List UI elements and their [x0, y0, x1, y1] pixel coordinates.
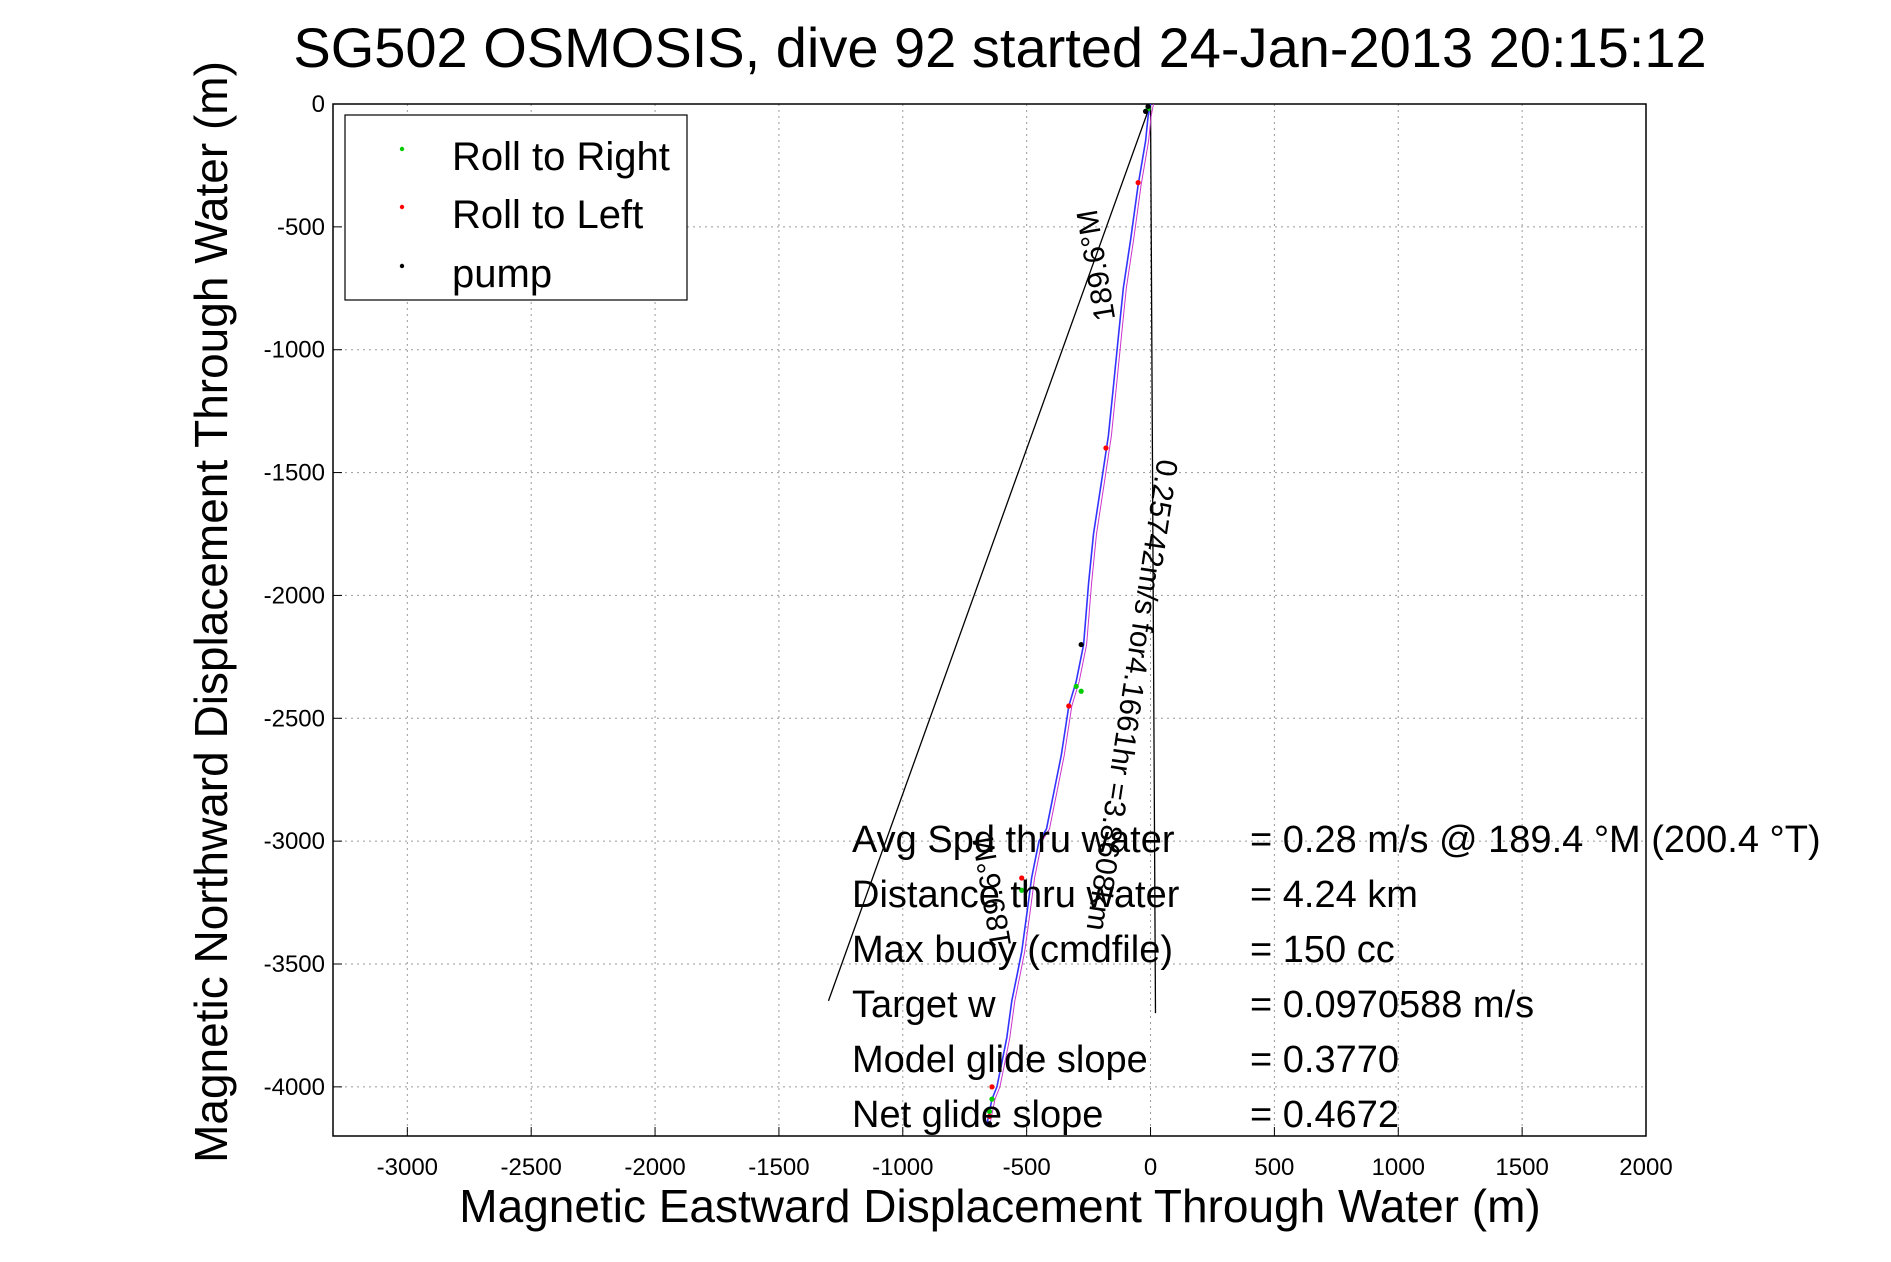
dive-track [986, 103, 1154, 1124]
y-tick-label: 0 [312, 91, 325, 118]
stat-label-net-glide: Net glide slope [852, 1094, 1103, 1136]
x-tick-label: -2000 [624, 1154, 685, 1181]
y-tick-label: -500 [277, 214, 325, 241]
stat-label-max-buoy: Max buoy (cmdfile) [852, 929, 1173, 971]
stat-label-avg-speed: Avg Spd thru water [852, 819, 1175, 861]
track-line [986, 103, 1152, 1124]
y-axis-title: Magnetic Northward Displacement Through … [185, 61, 237, 1163]
legend-label-roll-left: Roll to Left [452, 193, 643, 237]
x-tick-label: 2000 [1619, 1154, 1672, 1181]
stat-value-model-glide: = 0.3770 [1250, 1039, 1399, 1081]
pump-point [1145, 103, 1151, 110]
x-tick-label: 1000 [1372, 1154, 1425, 1181]
y-tick-labels: 0 -500 -1000 -1500 -2000 -2500 -3000 -3500 -4000 [264, 91, 325, 1101]
y-tick-label: -1500 [264, 460, 325, 487]
legend-label-roll-right: Roll to Right [452, 135, 670, 179]
y-tick-label: -3500 [264, 951, 325, 978]
x-tick-label: -3000 [377, 1154, 438, 1181]
x-tick-label: -1500 [748, 1154, 809, 1181]
y-tick-label: -3000 [264, 828, 325, 855]
stat-value-target-w: = 0.0970588 m/s [1250, 984, 1534, 1026]
roll-right-point [1073, 683, 1079, 689]
chart-title: SG502 OSMOSIS, dive 92 started 24-Jan-20… [293, 16, 1706, 79]
roll-left-point [1103, 445, 1109, 451]
roll-right-point [989, 1096, 995, 1102]
reference-lines [827, 103, 1157, 1014]
legend-marker-roll-left [399, 204, 405, 210]
y-tick-label: -1000 [264, 337, 325, 364]
x-tick-label: -1000 [872, 1154, 933, 1181]
track-line-trace [989, 103, 1154, 1124]
stat-value-avg-speed: = 0.28 m/s @ 189.4 °M (200.4 °T) [1250, 819, 1821, 861]
legend-marker-pump [399, 263, 405, 269]
grid-lines [333, 103, 1647, 1136]
x-tick-label: -2500 [500, 1154, 561, 1181]
reference-line [827, 103, 1152, 1002]
stat-label-target-w: Target w [852, 984, 996, 1026]
roll-left-point [1066, 703, 1072, 709]
roll-right-point [1019, 887, 1025, 893]
y-tick-label: -2000 [264, 582, 325, 609]
pump-point [1142, 108, 1149, 114]
y-tick-label: -4000 [264, 1074, 325, 1101]
x-tick-label: 0 [1144, 1154, 1157, 1181]
x-tick-label: -500 [1003, 1154, 1051, 1181]
roll-left-point [1019, 875, 1025, 881]
roll-right-point [1078, 688, 1084, 694]
roll-left-point [1135, 180, 1141, 186]
x-tick-label: 500 [1254, 1154, 1294, 1181]
stat-value-max-buoy: = 150 cc [1250, 929, 1395, 971]
plot-frame [332, 103, 1647, 1137]
legend-marker-roll-right [399, 146, 405, 152]
dive-statistics: Avg Spd thru water = 0.28 m/s @ 189.4 °M… [852, 819, 1821, 1136]
roll-left-point [986, 1113, 993, 1119]
stat-value-net-glide: = 0.4672 [1250, 1094, 1399, 1136]
legend-label-pump: pump [452, 252, 552, 296]
x-tick-labels: -3000 -2500 -2000 -1500 -1000 -500 0 500 1000 150… [377, 1154, 1673, 1181]
x-axis-title: Magnetic Eastward Displacement Through W… [459, 1180, 1540, 1232]
legend: Roll to Right Roll to Left pump [344, 114, 688, 301]
stat-label-model-glide: Model glide slope [852, 1039, 1148, 1081]
roll-and-pump-points [986, 103, 1151, 1127]
y-tick-label: -2500 [264, 705, 325, 732]
roll-right-point [986, 1108, 993, 1115]
pump-point [1078, 641, 1084, 648]
x-tick-label: 1500 [1495, 1154, 1548, 1181]
reference-line [1149, 103, 1157, 1014]
roll-left-point [989, 1084, 995, 1090]
stat-value-distance: = 4.24 km [1250, 874, 1418, 916]
stat-label-distance: Distance thru water [852, 874, 1180, 916]
pump-point [986, 1121, 993, 1127]
